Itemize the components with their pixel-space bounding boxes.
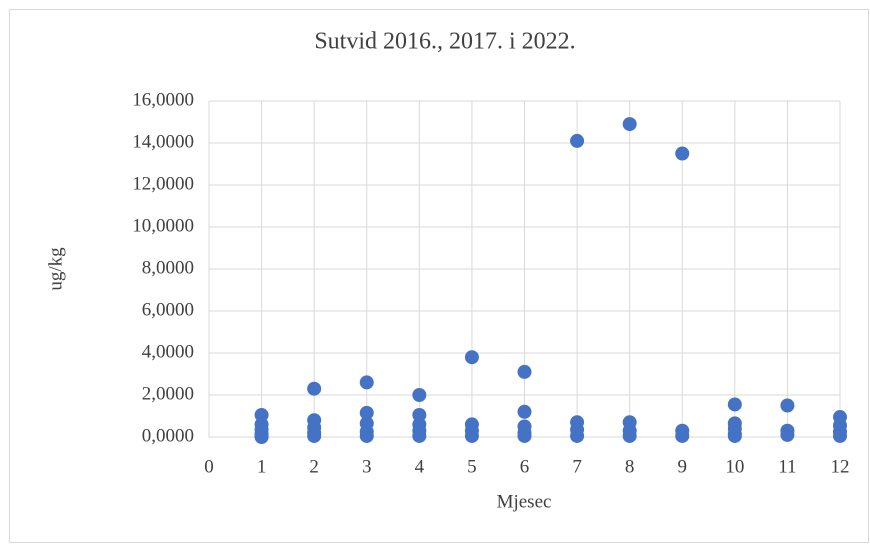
point [359, 375, 374, 390]
y-tick-label: 8,0000 [142, 257, 194, 278]
point [517, 364, 532, 379]
point [254, 430, 269, 444]
x-tick-label: 6 [520, 456, 530, 477]
x-tick-label: 8 [625, 456, 635, 477]
point [307, 428, 322, 443]
y-tick-label: 12,0000 [132, 173, 194, 194]
point [412, 388, 427, 402]
point [780, 427, 795, 442]
x-tick-label: 1 [257, 456, 267, 477]
point [727, 428, 742, 443]
y-tick-label: 4,0000 [142, 341, 194, 362]
point [675, 146, 690, 161]
x-axis-label: Mjesec [497, 491, 552, 512]
point [307, 381, 322, 396]
y-tick-label: 10,0000 [132, 215, 194, 236]
point [464, 350, 479, 365]
point [570, 428, 585, 443]
x-tick-label: 5 [467, 456, 477, 477]
point [833, 428, 847, 443]
chart-frame [9, 9, 869, 543]
point [780, 398, 795, 413]
point [412, 428, 427, 443]
y-axis-label: ug/kg [45, 247, 66, 291]
point [727, 397, 742, 412]
x-tick-label: 12 [831, 456, 850, 477]
x-tick-label: 2 [309, 456, 319, 477]
x-tick-label: 10 [725, 456, 744, 477]
point [622, 428, 637, 443]
point [622, 117, 637, 132]
y-tick-label: 14,0000 [132, 131, 194, 152]
point [517, 404, 532, 419]
x-tick-label: 3 [362, 456, 372, 477]
point [675, 428, 690, 443]
chart-title: Sutvid 2016., 2017. i 2022. [314, 29, 575, 55]
y-tick-label: 2,0000 [142, 383, 194, 404]
point [570, 133, 585, 148]
x-tick-label: 11 [778, 456, 796, 477]
x-tick-label: 9 [678, 456, 688, 477]
point [359, 428, 374, 443]
x-tick-label: 0 [204, 456, 214, 477]
y-tick-label: 16,0000 [132, 89, 194, 110]
x-tick-label: 4 [415, 456, 425, 477]
y-tick-label: 0,0000 [142, 425, 194, 446]
point [359, 405, 374, 420]
point [464, 428, 479, 443]
point [517, 428, 532, 443]
y-tick-label: 6,0000 [142, 299, 194, 320]
x-tick-label: 7 [572, 456, 582, 477]
